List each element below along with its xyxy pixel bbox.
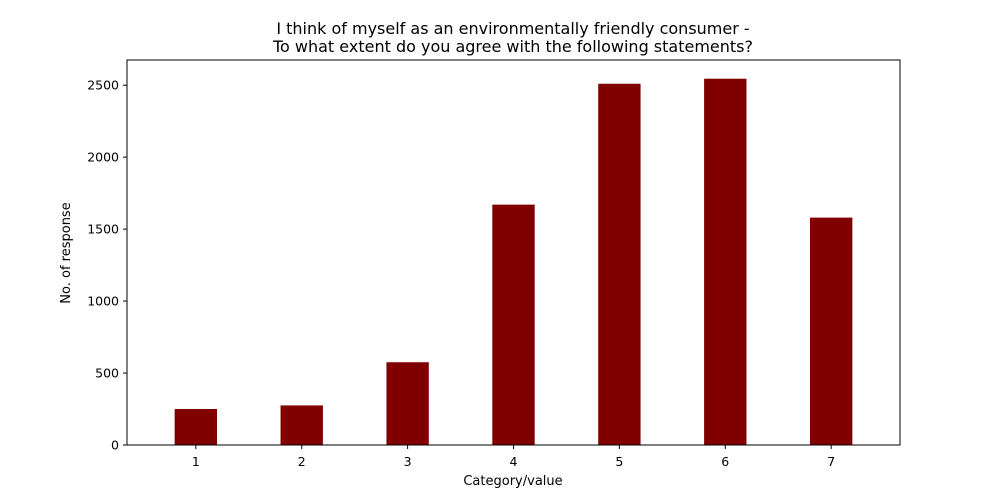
x-tick-label: 5 [615, 454, 623, 469]
y-tick-label: 2500 [87, 78, 119, 93]
y-tick-label: 500 [95, 366, 119, 381]
x-tick-label: 3 [404, 454, 412, 469]
x-tick-label: 1 [192, 454, 200, 469]
bar-1 [174, 409, 218, 445]
y-axis-label: No. of response [59, 202, 74, 303]
y-tick-label: 1000 [87, 294, 119, 309]
bar-6 [704, 78, 747, 446]
x-tick-label: 4 [510, 454, 518, 469]
bars-group [174, 78, 853, 446]
chart-title: I think of myself as an environmentally … [272, 19, 753, 56]
bar-3 [386, 362, 429, 445]
y-axis-ticks: 0 500 1000 1500 2000 2500 [87, 78, 127, 453]
y-tick-label: 0 [111, 438, 119, 453]
x-tick-label: 6 [721, 454, 729, 469]
x-axis-ticks: 1 2 3 4 5 6 7 [192, 445, 835, 469]
chart-title-line-1: I think of myself as an environmentally … [276, 19, 749, 38]
bar-7 [809, 217, 853, 445]
x-tick-label: 7 [827, 454, 835, 469]
bar-5 [598, 83, 641, 445]
x-tick-label: 2 [298, 454, 306, 469]
x-axis-label: Category/value [463, 474, 562, 489]
y-tick-label: 2000 [87, 150, 119, 165]
bar-4 [492, 204, 535, 445]
chart-title-line-2: To what extent do you agree with the fol… [272, 37, 753, 56]
y-tick-label: 1500 [87, 222, 119, 237]
bar-2 [280, 405, 323, 445]
plot-frame [126, 59, 901, 446]
